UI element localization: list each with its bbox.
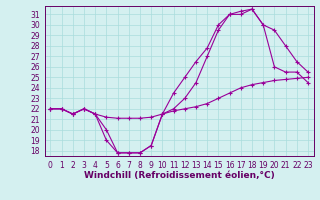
X-axis label: Windchill (Refroidissement éolien,°C): Windchill (Refroidissement éolien,°C) — [84, 171, 275, 180]
